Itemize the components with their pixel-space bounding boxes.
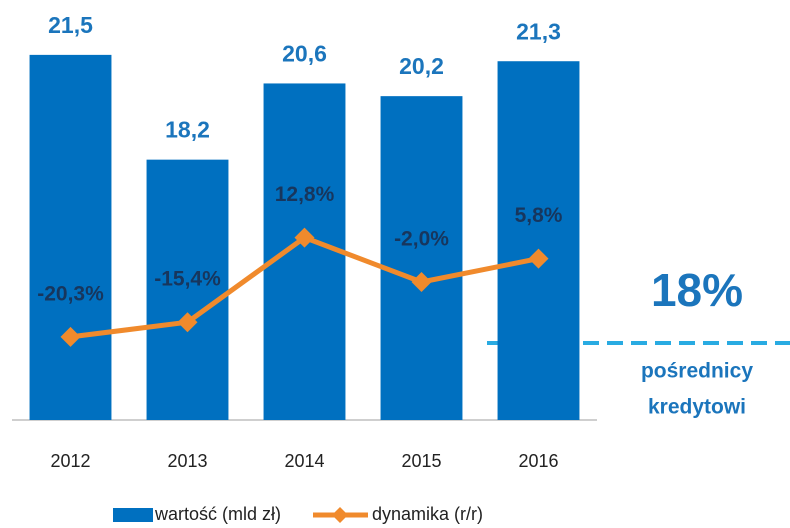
bar [29,54,112,420]
bar-label: 21,3 [516,18,561,44]
marker [294,227,315,248]
bar-label: 20,2 [399,53,444,79]
bar-label: 18,2 [165,117,210,143]
x-tick-label: 2015 [401,451,441,471]
marker [177,312,198,333]
bar [380,96,463,421]
marker [411,272,432,292]
bar [263,83,346,420]
line-label: -2,0% [394,228,449,251]
x-tick-label: 2012 [50,451,90,471]
marker [60,326,81,347]
x-tick-label: 2014 [284,451,324,471]
line-label: 12,8% [275,183,335,206]
x-tick-label: 2013 [167,451,207,471]
x-tick-label: 2016 [518,451,558,471]
annotation-line: pośrednicy [641,360,753,383]
bar-label: 21,5 [48,12,93,38]
legend-swatch [113,508,153,522]
bar [146,159,229,420]
annotation-big: 18% [651,264,743,316]
marker [528,248,549,269]
legend-label: wartość (mld zł) [154,504,281,524]
legend-label: dynamika (r/r) [372,504,483,524]
legend-swatch [332,507,348,523]
bar-label: 20,6 [282,41,327,67]
line-label: -15,4% [154,268,221,291]
line-label: -20,3% [37,282,104,305]
annotation-line: kredytowi [648,396,746,419]
bar [497,61,580,420]
line-label: 5,8% [515,204,563,227]
